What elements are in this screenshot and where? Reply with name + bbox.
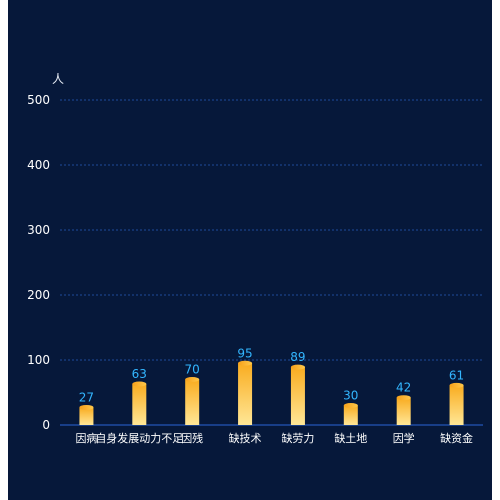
- bar[interactable]: [290, 367, 305, 425]
- bar-value-label: 95: [237, 346, 252, 360]
- bar-cap: [290, 364, 305, 370]
- x-category-label: 缺劳力: [281, 431, 314, 445]
- x-category-label: 因学: [393, 431, 415, 445]
- x-category-label: 因病: [75, 431, 97, 445]
- bar-value-label: 61: [449, 368, 464, 382]
- bar-cap: [238, 360, 253, 366]
- bar[interactable]: [343, 405, 358, 426]
- y-tick-label: 100: [27, 353, 50, 367]
- x-category-label: 因残: [181, 431, 203, 445]
- bar-value-label: 70: [185, 363, 200, 377]
- bar-cap: [396, 395, 411, 401]
- bar-cap: [449, 382, 464, 388]
- bar[interactable]: [449, 385, 464, 425]
- x-category-label: 缺资金: [440, 431, 473, 445]
- x-category-label: 自身发展动力不足: [95, 431, 183, 445]
- bar-cap: [132, 381, 147, 387]
- y-tick-label: 500: [27, 93, 50, 107]
- bar[interactable]: [185, 379, 200, 426]
- bar-value-label: 63: [132, 367, 147, 381]
- bar[interactable]: [396, 397, 411, 425]
- bar-cap: [79, 404, 94, 410]
- bar-cap: [185, 377, 200, 382]
- bar-value-label: 27: [79, 390, 94, 404]
- y-axis-unit-label: 人: [52, 72, 65, 86]
- bar-value-label: 42: [396, 381, 411, 395]
- y-tick-label: 300: [27, 223, 50, 237]
- x-category-label: 缺土地: [334, 431, 367, 445]
- y-tick-label: 200: [27, 288, 50, 302]
- bar-value-label: 30: [343, 389, 358, 403]
- bar[interactable]: [132, 384, 147, 425]
- y-tick-label: 0: [42, 418, 50, 432]
- y-tick-label: 400: [27, 158, 50, 172]
- bar-value-label: 89: [290, 350, 305, 364]
- bar[interactable]: [238, 363, 253, 425]
- bar[interactable]: [79, 407, 94, 425]
- bar-cap: [343, 403, 358, 408]
- x-category-label: 缺技术: [229, 431, 262, 445]
